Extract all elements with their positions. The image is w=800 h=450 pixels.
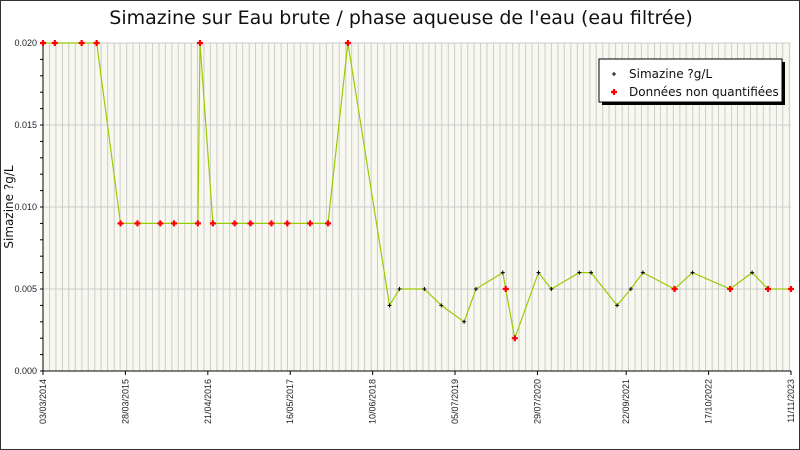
- non-quantified-point: [727, 286, 734, 292]
- data-point: [439, 303, 444, 308]
- y-tick-label: 0.005: [14, 284, 37, 294]
- data-point: [462, 319, 467, 324]
- data-point: [589, 270, 594, 275]
- x-tick-label: 28/03/2015: [120, 379, 130, 424]
- data-point: [422, 287, 427, 291]
- non-quantified-point: [117, 220, 124, 227]
- legend-marker-non-quantified: [611, 89, 617, 95]
- non-quantified-point: [209, 220, 216, 227]
- data-point: [397, 287, 402, 291]
- non-quantified-point: [157, 220, 164, 227]
- non-quantified-point: [268, 220, 275, 227]
- y-tick-label: 0.020: [14, 38, 37, 48]
- chart-title: Simazine sur Eau brute / phase aqueuse d…: [109, 7, 693, 29]
- non-quantified-point: [194, 220, 201, 227]
- y-tick-label: 0.010: [14, 202, 37, 212]
- x-tick-label: 05/07/2019: [450, 379, 460, 424]
- x-tick-label: 11/11/2023: [786, 379, 796, 423]
- non-quantified-point: [307, 220, 314, 227]
- legend-box: [598, 58, 783, 103]
- non-quantified-point: [671, 286, 678, 292]
- non-quantified-point: [231, 220, 238, 227]
- data-point: [387, 303, 392, 308]
- non-quantified-point: [93, 40, 100, 46]
- y-tick-label: 0.000: [14, 366, 37, 376]
- x-tick-label: 03/03/2014: [38, 379, 48, 424]
- non-quantified-point: [51, 40, 58, 46]
- non-quantified-point: [344, 40, 351, 46]
- non-quantified-point: [40, 40, 46, 46]
- non-quantified-point: [247, 220, 254, 227]
- legend-label-quantified: Simazine ?g/L: [629, 67, 712, 81]
- non-quantified-point: [171, 220, 178, 227]
- non-quantified-point: [78, 40, 85, 46]
- non-quantified-point: [134, 220, 141, 227]
- data-point: [577, 270, 582, 275]
- non-quantified-point: [196, 40, 203, 46]
- non-quantified-point: [502, 286, 509, 292]
- data-point: [690, 270, 695, 275]
- data-point: [549, 287, 554, 291]
- x-tick-label: 21/04/2016: [203, 379, 213, 424]
- data-point: [500, 270, 505, 275]
- x-tick-label: 29/07/2020: [532, 379, 542, 424]
- data-point: [628, 287, 633, 291]
- series-line: [43, 42, 791, 341]
- x-tick-label: 16/05/2017: [285, 379, 295, 424]
- non-quantified-point: [325, 220, 332, 227]
- y-tick-label: 0.015: [14, 120, 37, 130]
- non-quantified-point: [511, 335, 518, 342]
- non-quantified-point: [284, 220, 291, 227]
- non-quantified-point: [764, 286, 771, 292]
- legend-marker-quantified: [612, 72, 616, 76]
- data-point: [536, 270, 541, 275]
- legend-label-non-quantified: Données non quantifiées: [629, 85, 779, 99]
- data-point: [473, 287, 478, 291]
- non-quantified-point: [788, 286, 794, 292]
- x-tick-label: 10/06/2018: [368, 379, 378, 424]
- x-tick-label: 17/10/2022: [704, 379, 714, 424]
- data-point: [640, 270, 645, 275]
- x-tick-label: 22/09/2021: [621, 379, 631, 424]
- y-axis-label: Simazine ?g/L: [2, 165, 16, 248]
- data-point: [615, 303, 620, 308]
- data-point: [750, 270, 755, 275]
